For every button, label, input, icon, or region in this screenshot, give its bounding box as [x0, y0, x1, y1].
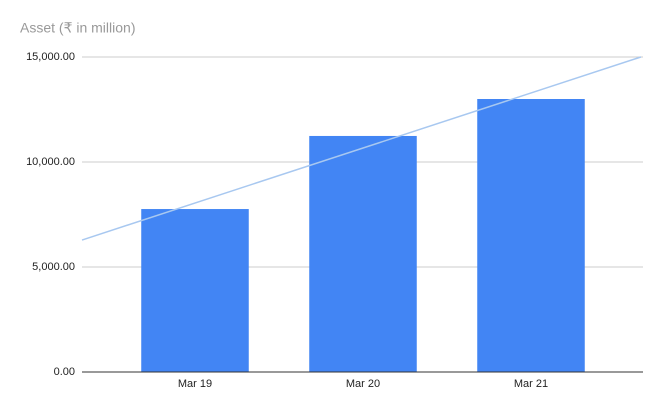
chart-title: Asset (₹ in million) — [20, 20, 136, 36]
y-tick-label: 10,000.00 — [26, 156, 75, 168]
bar — [477, 99, 585, 372]
bar — [309, 135, 417, 372]
x-tick-label: Mar 19 — [178, 378, 212, 390]
y-tick-label: 5,000.00 — [32, 261, 75, 273]
y-tick-label: 0.00 — [54, 366, 75, 378]
trendline — [81, 56, 642, 241]
x-tick-label: Mar 21 — [514, 378, 548, 390]
x-tick-label: Mar 20 — [346, 378, 380, 390]
y-tick-label: 15,000.00 — [26, 51, 75, 63]
bar — [141, 209, 249, 372]
